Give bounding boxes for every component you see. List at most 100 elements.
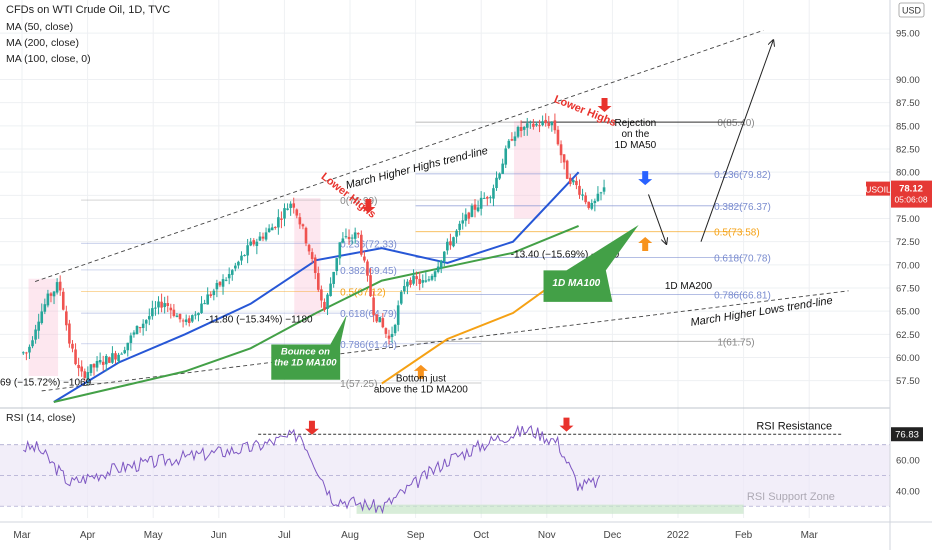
indicator-ma50[interactable]: MA (50, close) [6,21,74,33]
candle-body [356,232,360,235]
candle-body [249,241,252,246]
candle-body [80,366,83,372]
price-tick-label: 90.00 [896,75,920,86]
candle-body [147,316,151,320]
candle-body [117,354,120,362]
candle-body [486,197,489,199]
rsi-resistance-value: 76.83 [895,430,919,441]
candle-body [332,271,335,284]
candle-body [234,265,237,269]
candle-body [369,275,372,297]
blue-arrow-icon [638,171,653,186]
red-arrow-icon [361,198,376,213]
candle-body [267,228,271,233]
candle-body [230,270,234,275]
ticker-price: 78.12 [899,184,923,195]
fib-label: 0.236(79.82) [714,170,771,181]
candle-body [572,180,575,183]
candle-body [197,312,200,316]
time-tick-label: Aug [341,530,359,541]
candle-body [498,173,501,179]
candle-body [25,352,28,354]
candle-body [252,240,256,245]
rsi-red-arrow-icon [304,420,319,435]
ticker-countdown: 05:06:08 [894,195,927,205]
candle-body [221,279,225,287]
price-tick-label: 82.50 [896,145,920,156]
fib-label-left: 0.236(72.33) [340,239,397,250]
candle-body [120,353,123,355]
rejection-label: Rejection [615,118,657,129]
time-tick-label: Jun [211,530,227,541]
candle-body [347,236,351,240]
candle-body [92,363,96,368]
ma-line-1 [53,224,579,403]
bounce-label: Bounce on [281,347,330,358]
fib-label: 0.618(70.78) [714,254,771,265]
candle-body [492,188,495,199]
ma100-callout [543,224,639,302]
candle-body [243,255,246,257]
candle-body [68,323,71,344]
candle-body [381,318,385,328]
candle-body [602,187,606,192]
rsi-support-zone [356,504,744,514]
candle-body [433,271,437,278]
candle-body [58,281,62,291]
candle-body [559,144,563,156]
indicator-ma100[interactable]: MA (100, close, 0) [6,53,91,65]
price-tick-label: 67.50 [896,284,920,295]
candle-body [427,279,431,281]
highlight-zones [28,121,541,377]
candle-body [169,307,173,311]
candle-body [108,357,111,363]
candle-body [378,317,382,323]
candle-body [320,289,323,301]
candle-body [286,208,289,210]
candle-body [344,236,348,238]
candle-body [522,126,526,130]
candle-body [126,342,130,351]
rsi-red-arrow-icon [559,417,574,432]
candle-body [111,353,114,363]
candle-body [31,340,34,347]
rsi-panel [0,407,932,515]
candle-body [409,280,412,285]
price-tick-label: 87.50 [896,98,920,109]
candle-body [593,200,597,204]
indicator-rsi[interactable]: RSI (14, close) [6,412,76,424]
price-tick-label: 80.00 [896,168,920,179]
candle-body [473,204,477,210]
candle-body [114,353,117,360]
candle-body [55,282,59,293]
candle-body [455,230,458,237]
candle-body [181,320,185,322]
time-tick-label: Nov [538,530,556,541]
measure-label: 69 (−15.72%) −1069 [0,377,92,388]
time-tick-label: Oct [473,530,489,541]
candle-body [313,257,317,273]
candle-body [442,251,446,262]
candle-body [277,217,280,228]
candle-body [218,281,222,286]
bounce-callout [271,314,347,380]
highlight-zone [294,198,321,316]
candle-body [418,278,422,284]
candle-body [403,286,406,292]
candle-body [304,227,308,244]
orange-arrow-icon [638,237,653,252]
fib-label-left: 0(76.99) [340,196,377,207]
red-arrow-icon [597,97,612,112]
candle-body [157,301,160,308]
price-tick-label: 65.00 [896,307,920,318]
indicator-ma200[interactable]: MA (200, close) [6,37,79,49]
candle-body [77,364,80,369]
candle-body [301,224,305,227]
projection-up-arrow [700,41,773,242]
candle-body [206,294,209,305]
candle-body [227,274,231,279]
price-tick-label: 72.50 [896,237,920,248]
gridlines [0,0,890,518]
candle-body [194,314,197,316]
